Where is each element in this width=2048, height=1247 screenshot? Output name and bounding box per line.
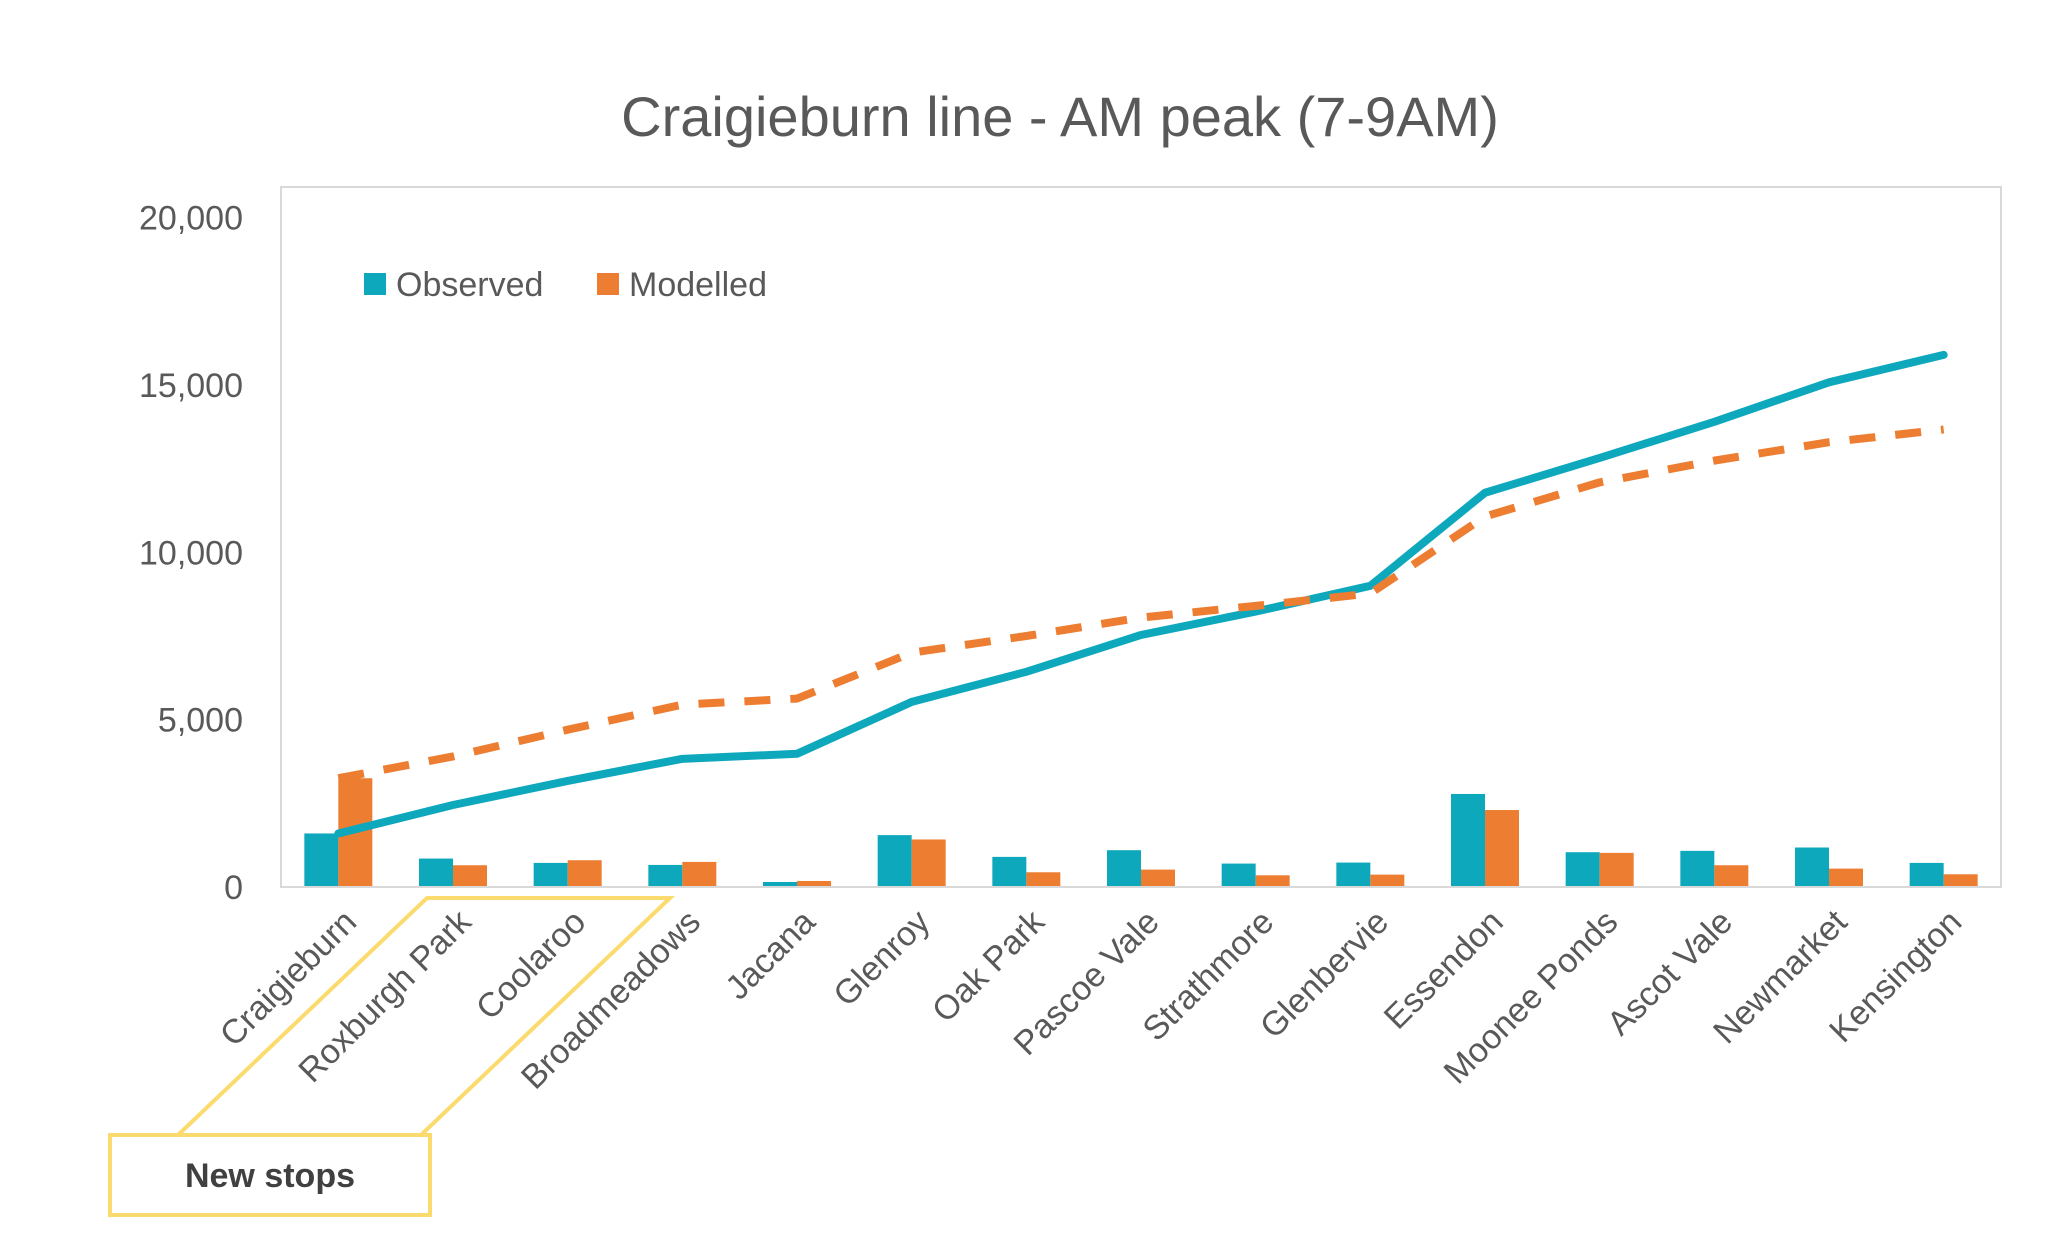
line-modelled [337,425,1945,783]
bar-series [304,778,1978,887]
bar-observed [1107,850,1141,887]
bar-observed [1221,863,1256,887]
y-tick-label: 5,000 [158,702,243,740]
bar-observed [1795,847,1829,887]
legend-swatch-observed [364,273,386,295]
bar-observed [992,856,1027,887]
bar-observed [763,881,797,887]
y-axis: 0 5,000 10,000 15,000 20,000 [139,200,243,907]
bar-modelled [1714,865,1749,887]
y-tick-label: 20,000 [139,200,243,238]
line-observed [334,350,1948,838]
line-series [334,350,1948,838]
bar-observed [877,835,912,887]
new-stops-box [108,1133,432,1217]
legend-label-observed: Observed [396,266,543,304]
x-tick-label: Jacana [718,903,822,1007]
bar-modelled [1026,872,1061,887]
bar-observed [419,858,453,887]
bar-observed [1336,862,1371,887]
bar-observed [1565,852,1600,887]
bar-modelled [682,861,717,887]
x-tick-label: Glenroy [826,903,937,1014]
legend-swatch-modelled [597,273,619,295]
bar-modelled [797,880,831,887]
bar-modelled [1829,868,1863,887]
bar-modelled [1141,869,1175,887]
bar-observed [1680,850,1715,887]
bar-observed [1909,862,1944,887]
chart-title: Craigieburn line - AM peak (7-9AM) [621,85,1499,148]
new-stops-annotation: New stops [108,896,676,1217]
bar-modelled [1943,874,1978,887]
y-tick-label: 0 [224,869,243,907]
bar-observed [1451,793,1485,887]
bar-observed [648,864,683,887]
legend-label-modelled: Modelled [629,266,767,304]
y-tick-label: 10,000 [139,534,243,572]
bar-modelled [1370,874,1405,887]
bar-modelled [567,860,602,887]
bar-modelled [1599,852,1634,887]
new-stops-label: New stops [185,1157,355,1195]
bar-modelled [1255,875,1290,887]
bar-modelled [911,839,946,887]
bar-modelled [1485,810,1519,887]
bar-observed [533,862,568,887]
bar-modelled [453,865,487,887]
y-tick-label: 15,000 [139,367,243,405]
legend: Observed Modelled [364,266,767,304]
bar-observed [304,833,339,887]
